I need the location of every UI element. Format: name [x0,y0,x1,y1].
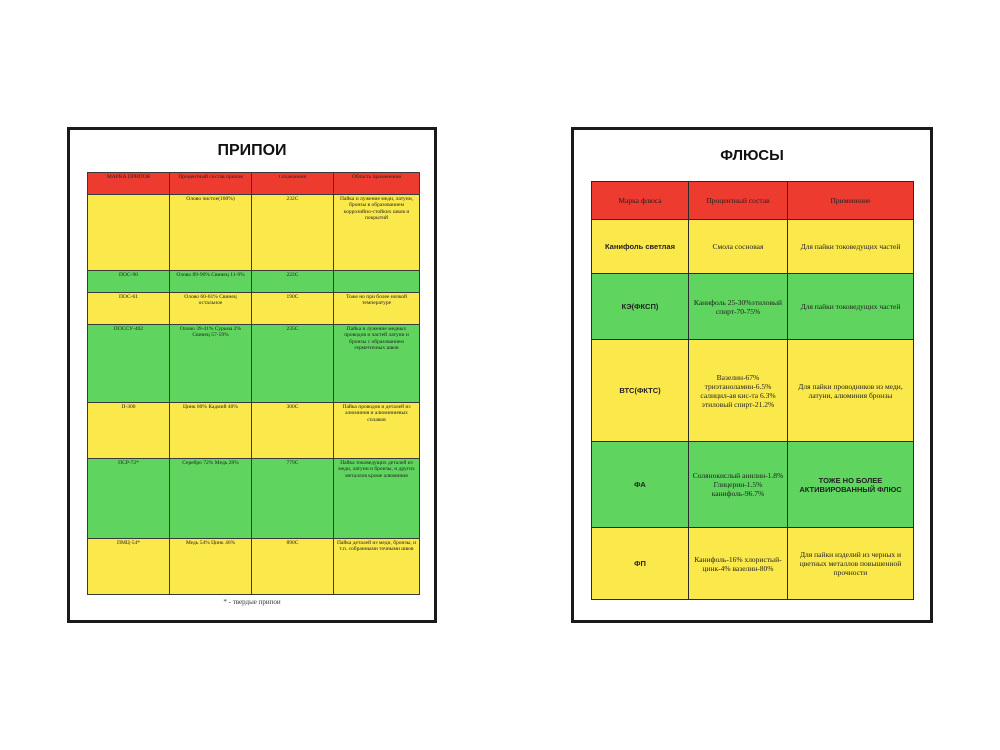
solders-footnote: * - твердые припои [223,598,281,606]
solders-cell: ПОССУ-402 [87,324,170,403]
fluxes-header-cell: Марка флюса [591,181,689,220]
fluxes-cell: Канифоль-16% хлористый-цинк-4% вазелин-8… [688,527,788,600]
solders-row: ПСР-72* Серебро 72% Медь 28% 779С Пайка ток… [87,458,420,539]
solders-header-cell: t плавления [251,172,334,195]
solders-row: ПМЦ-54* Медь 54% Цинк 46% 890С Пайка детале… [87,538,420,595]
fluxes-header-cell: Применение [787,181,914,220]
fluxes-title: ФЛЮСЫ [720,147,784,164]
solders-cell: Пайка и лужение медных проводов и частей… [333,324,420,403]
fluxes-cell: Смола сосновая [688,219,788,274]
fluxes-cell: ТОЖЕ НО БОЛЕЕ АКТИВИРОВАННЫЙ ФЛЮС [787,441,914,528]
solders-cell: Медь 54% Цинк 46% [169,538,252,595]
solders-cell: 222С [251,270,334,293]
solders-cell: 890С [251,538,334,595]
solders-cell: ПСР-72* [87,458,170,539]
solders-header-cell: МАРКА ПРИПОЯ [87,172,170,195]
solders-cell: Тоже но при более низкой температуре [333,292,420,325]
fluxes-row: Канифоль светлая Смола сосновая Для пайки … [591,219,914,274]
fluxes-cell: КЭ(ФКСП) [591,273,689,340]
fluxes-cell: ФА [591,441,689,528]
solders-header-row: МАРКА ПРИПОЯ Процентный состав припоя t пл… [87,172,420,195]
solders-header-cell: Процентный состав припоя [169,172,252,195]
solders-cell: ПОС-90 [87,270,170,293]
solders-cell: 300С [251,402,334,459]
solders-row: ПОССУ-402 Олово 39-41% Сурьма 2% Свинец 5… [87,324,420,403]
solders-cell [333,270,420,293]
solders-cell: ПМЦ-54* [87,538,170,595]
solders-cell: ПОС-61 [87,292,170,325]
solders-row: Олово чистое(100%) 232С Пайка и лужение ме… [87,194,420,271]
solders-title: ПРИПОИ [217,142,287,159]
solders-cell: Олово 39-41% Сурьма 2% Свинец 57-59% [169,324,252,403]
solders-cell: 779С [251,458,334,539]
fluxes-panel: ФЛЮСЫ Марка флюса Процентный состав Примен… [571,127,933,623]
fluxes-header-row: Марка флюса Процентный состав Применение [591,181,914,220]
fluxes-cell: Для пайки проводников из меди, латуни, а… [787,339,914,442]
fluxes-cell: ВТС(ФКТС) [591,339,689,442]
fluxes-row: ФА Солянокислый анилин-1.8% Глицерин-1.5%… [591,441,914,528]
fluxes-row: КЭ(ФКСП) Канифоль 25-30%этиловый спирт-70… [591,273,914,340]
solders-cell: Пайка деталей из меди, бронзы, и т.п. со… [333,538,420,595]
fluxes-row: ФП Канифоль-16% хлористый-цинк-4% вазелин… [591,527,914,600]
solders-panel: ПРИПОИ МАРКА ПРИПОЯ Процентный состав при… [67,127,437,623]
solders-header-cell: Область применения [333,172,420,195]
solders-row: П-300 Цинк 60% Кадмий 40% 300С Пайка провод… [87,402,420,459]
solders-cell: Олово 60-61% Свинец остальное [169,292,252,325]
fluxes-cell: Канифоль светлая [591,219,689,274]
fluxes-table: Марка флюса Процентный состав Применение Ка… [591,181,914,600]
solders-row: ПОС-61 Олово 60-61% Свинец остальное 190С Т… [87,292,420,325]
fluxes-cell: Для пайки токоведущих частей [787,273,914,340]
fluxes-cell: Солянокислый анилин-1.8% Глицерин-1.5% к… [688,441,788,528]
solders-cell: Пайка проводов и деталей из алюминия и а… [333,402,420,459]
fluxes-cell: Для пайки токоведущих частей [787,219,914,274]
fluxes-row: ВТС(ФКТС) Вазелин-67% триэтаноламин-6.5% … [591,339,914,442]
fluxes-cell: Канифоль 25-30%этиловый спирт-70-75% [688,273,788,340]
solders-cell: 190С [251,292,334,325]
solders-cell: Олово 89-90% Свинец 11-9% [169,270,252,293]
solders-table: МАРКА ПРИПОЯ Процентный состав припоя t пл… [87,172,420,595]
solders-cell: Олово чистое(100%) [169,194,252,271]
solders-cell: П-300 [87,402,170,459]
solders-cell: Пайка и лужение меди, латуни, бронзы в о… [333,194,420,271]
fluxes-cell: Для пайки изделий из черных и цветных ме… [787,527,914,600]
solders-cell [87,194,170,271]
solders-cell: 232С [251,194,334,271]
solders-cell: 235С [251,324,334,403]
fluxes-cell: Вазелин-67% триэтаноламин-6.5% салицил-а… [688,339,788,442]
solders-cell: Серебро 72% Медь 28% [169,458,252,539]
solders-cell: Пайка токоведущих деталей из меди, латун… [333,458,420,539]
fluxes-header-cell: Процентный состав [688,181,788,220]
fluxes-cell: ФП [591,527,689,600]
solders-cell: Цинк 60% Кадмий 40% [169,402,252,459]
solders-row: ПОС-90 Олово 89-90% Свинец 11-9% 222С [87,270,420,293]
